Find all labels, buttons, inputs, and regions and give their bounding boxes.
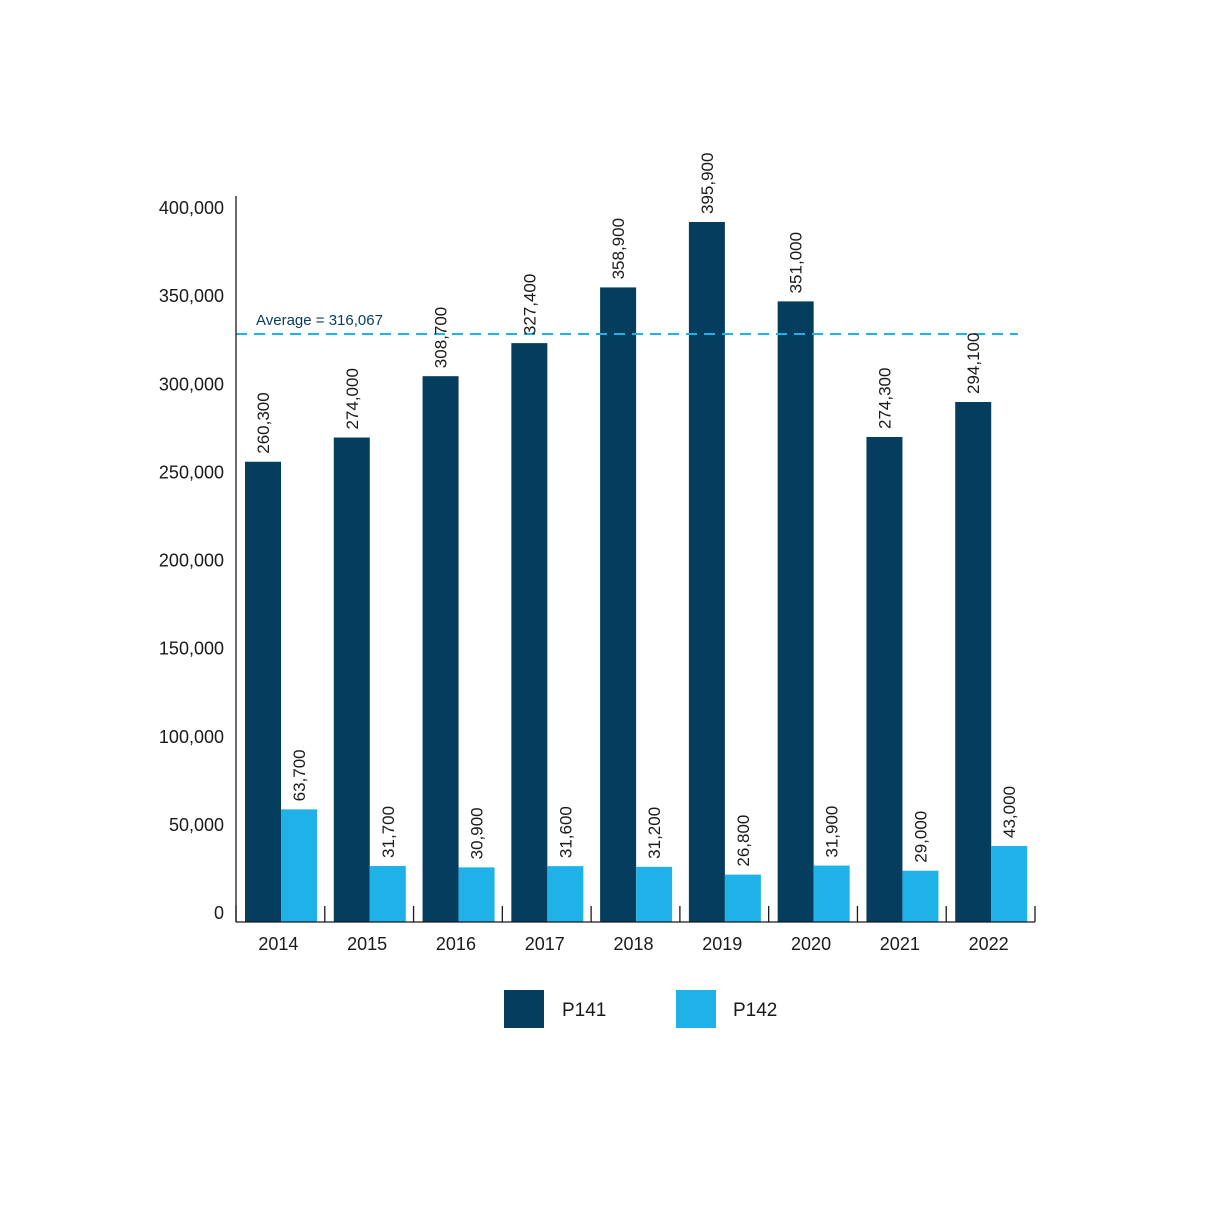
x-tick-label-2020: 2020 [791,934,831,954]
bar-p142-2015 [369,865,406,922]
data-label-p141-2021: 274,300 [875,368,894,429]
bar-p141-2020 [777,301,814,922]
bar-p142-2016 [458,867,495,922]
data-label-p142-2016: 30,900 [468,807,487,859]
axes-layer: 0 50,000 100,000 150,000 200,000 250,000 300,0… [159,196,1036,923]
data-label-p142-2021: 29,000 [911,811,930,863]
data-label-p142-2015: 31,700 [379,806,398,858]
y-tick-label-0: 0 [214,903,224,923]
data-label-p141-2015: 274,000 [343,368,362,429]
legend-swatch-p142 [676,990,716,1028]
bar-p142-2018 [636,866,673,922]
y-tick-label-350000: 350,000 [159,286,224,306]
y-tick-label-400000: 400,000 [159,198,224,218]
bar-p142-2021 [902,870,939,922]
legend-label-p142: P142 [733,1000,777,1021]
data-label-p142-2018: 31,200 [645,807,664,859]
bar-p141-2014 [245,461,281,922]
data-label-p141-2016: 308,700 [432,307,451,368]
x-tick-label-2016: 2016 [436,934,476,954]
data-label-p142-2020: 31,900 [823,806,842,858]
legend-swatch-p141 [504,990,544,1028]
legend-label-p141: P141 [562,1000,606,1021]
bar-p142-2019 [724,874,761,922]
bar-p141-2018 [600,287,637,923]
bar-p142-2014 [281,809,317,922]
x-tick-label-2017: 2017 [525,934,565,954]
data-label-p142-2014: 63,700 [290,749,309,801]
data-label-p141-2018: 358,900 [609,218,628,279]
x-tick-label-2015: 2015 [347,934,387,954]
data-label-p141-2014: 260,300 [254,392,273,453]
bar-p141-2016 [422,376,459,922]
data-label-p142-2022: 43,000 [1000,786,1019,838]
y-tick-label-200000: 200,000 [159,551,224,571]
x-tick-label-2022: 2022 [969,934,1009,954]
bar-p142-2020 [813,865,850,922]
x-tick-label-2021: 2021 [880,934,920,954]
x-tick-label-2018: 2018 [613,934,653,954]
bar-p141-2015 [333,437,370,922]
y-tick-label-300000: 300,000 [159,374,224,394]
bar-p142-2017 [547,866,584,922]
bar-p141-2019 [688,222,725,922]
bar-p141-2017 [511,343,548,922]
x-tick-label-2014: 2014 [258,934,298,954]
average-label: Average = 316,067 [256,312,383,329]
bar-p141-2022 [955,401,992,922]
data-label-p141-2019: 395,900 [698,153,717,214]
x-tick-label-2019: 2019 [702,934,742,954]
bar-p141-2021 [866,437,903,922]
data-label-p141-2020: 351,000 [787,232,806,293]
bar-p142-2022 [991,845,1028,922]
y-tick-label-150000: 150,000 [159,639,224,659]
y-tick-label-250000: 250,000 [159,462,224,482]
data-label-p142-2017: 31,600 [556,806,575,858]
data-label-p141-2017: 327,400 [520,274,539,335]
y-tick-label-100000: 100,000 [159,727,224,747]
data-label-p141-2022: 294,100 [964,333,983,394]
data-label-p142-2019: 26,800 [734,815,753,867]
data-labels-layer: 260,300 63,700 2014 274,000 31,700 2015 308,70… [254,153,1019,954]
bars-layer [245,222,1028,923]
y-tick-label-50000: 50,000 [169,815,224,835]
legend: P141 P142 [504,990,777,1028]
average-reference-line: Average = 316,067 [236,312,1018,335]
